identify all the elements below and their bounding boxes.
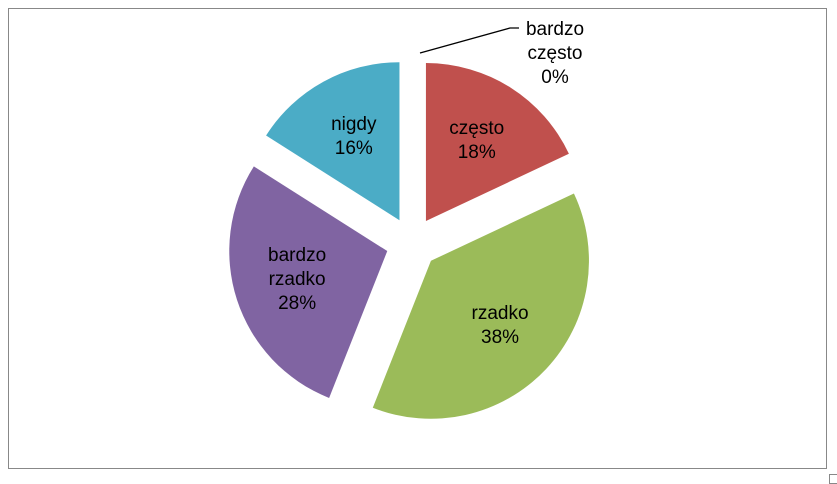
- data-label-line: bardzo często: [525, 19, 585, 64]
- data-label-line: rzadko: [471, 302, 529, 324]
- data-label: nigdy 16%: [312, 113, 396, 161]
- resize-handle: [829, 474, 837, 484]
- data-label: bardzo rzadko 28%: [255, 244, 339, 316]
- data-label: rzadko 38%: [458, 302, 542, 350]
- data-label-line: często: [449, 118, 505, 139]
- data-label-line: bardzo rzadko: [268, 245, 327, 291]
- pie-slice: [372, 193, 589, 419]
- pie-slice: [266, 62, 400, 221]
- data-label-line: 0%: [541, 67, 569, 88]
- pie-slice: [229, 166, 388, 398]
- data-label: często 18%: [435, 117, 519, 165]
- leader-line: [419, 27, 519, 54]
- data-label-line: 38%: [481, 326, 520, 348]
- data-label-line: 28%: [278, 293, 317, 315]
- data-label-line: 18%: [457, 142, 496, 163]
- data-label-line: nigdy: [331, 114, 377, 136]
- data-label: bardzo często 0%: [513, 18, 597, 90]
- data-label-line: 16%: [334, 138, 373, 160]
- pie-slice: [425, 63, 569, 222]
